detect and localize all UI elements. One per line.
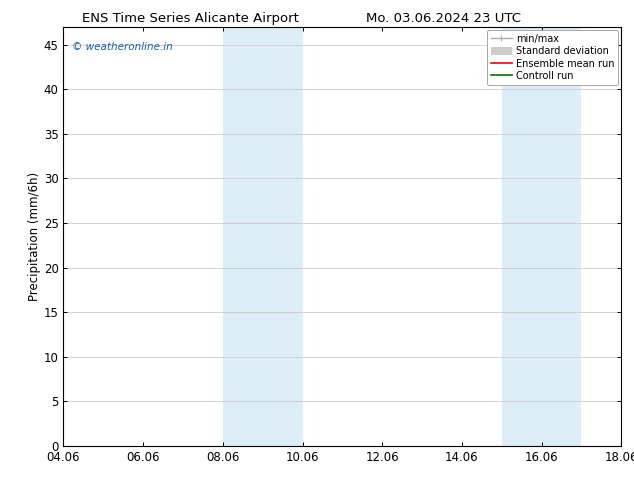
Y-axis label: Precipitation (mm/6h): Precipitation (mm/6h) [28, 172, 41, 301]
Bar [501, 27, 581, 446]
Bar [223, 27, 302, 446]
Legend: min/max, Standard deviation, Ensemble mean run, Controll run: min/max, Standard deviation, Ensemble me… [487, 30, 618, 85]
Text: ENS Time Series Alicante Airport: ENS Time Series Alicante Airport [82, 12, 299, 25]
Text: Mo. 03.06.2024 23 UTC: Mo. 03.06.2024 23 UTC [366, 12, 521, 25]
Text: © weatheronline.in: © weatheronline.in [72, 42, 172, 51]
